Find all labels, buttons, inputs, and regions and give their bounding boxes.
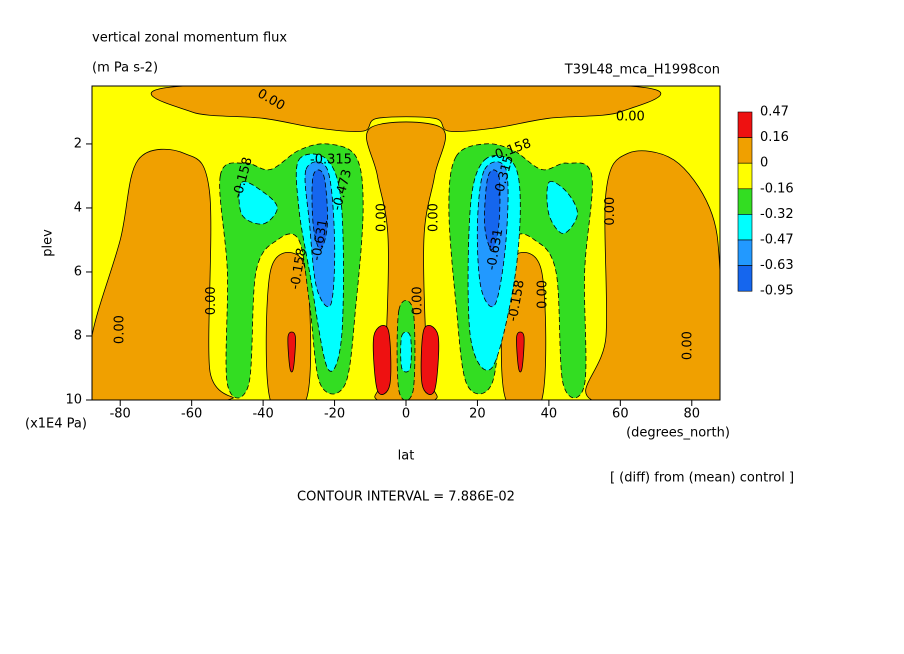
contour-region bbox=[516, 331, 525, 373]
colorbar-box bbox=[737, 188, 753, 215]
contour-region bbox=[585, 150, 720, 400]
contour-label: 0.00 bbox=[681, 331, 696, 360]
x-tick-label: 0 bbox=[402, 407, 410, 422]
y-tick-label: 4 bbox=[74, 200, 82, 215]
contour-region bbox=[400, 331, 412, 373]
contour-region bbox=[238, 181, 278, 225]
contour-region bbox=[311, 169, 328, 250]
contour-label: 0.00 bbox=[535, 280, 550, 309]
axes: -80 -60 -40 -20 0 20 40 60 80 2 4 6 8 10 0.47 0.16 0 -0.1… bbox=[65, 85, 794, 422]
contour-label: 0.00 bbox=[113, 315, 128, 344]
contour-region bbox=[265, 251, 312, 400]
contour-interval: CONTOUR INTERVAL = 7.886E-02 bbox=[297, 490, 515, 505]
chart-title: vertical zonal momentum flux bbox=[92, 31, 287, 46]
x-axis-unit: (degrees_north) bbox=[626, 426, 730, 441]
contour-label: 0.00 bbox=[410, 286, 425, 315]
x-tick-label: -80 bbox=[110, 407, 131, 422]
contour-region bbox=[372, 325, 392, 395]
contour-label: 0.00 bbox=[426, 203, 441, 232]
colorbar-label: -0.63 bbox=[760, 258, 794, 273]
contour-label: 0.00 bbox=[616, 110, 645, 125]
x-tick-label: 60 bbox=[612, 407, 629, 422]
contour-label: 0.00 bbox=[375, 203, 390, 232]
contour-label: -0.631 bbox=[484, 228, 506, 272]
dataset-label: T39L48_mca_H1998con bbox=[564, 63, 720, 78]
contour-region bbox=[92, 148, 234, 400]
contour-region bbox=[484, 169, 501, 250]
contour-label: -0.158 bbox=[506, 279, 528, 323]
contour-region bbox=[287, 331, 296, 373]
colorbar-label: 0.47 bbox=[760, 105, 789, 120]
x-tick-label: 40 bbox=[541, 407, 558, 422]
contour-region bbox=[546, 181, 578, 234]
contour-label: 0.00 bbox=[204, 286, 219, 315]
colorbar-label: -0.47 bbox=[760, 233, 794, 248]
contour-label: -0.158 bbox=[288, 247, 310, 291]
contour-label: -0.631 bbox=[309, 218, 331, 262]
y-axis-unit: (x1E4 Pa) bbox=[25, 417, 87, 432]
contour-label: -0.315 bbox=[310, 152, 352, 167]
colorbar-box bbox=[737, 214, 753, 241]
contour-label: 0.00 bbox=[603, 197, 618, 226]
chart-subtitle: (m Pa s-2) bbox=[92, 61, 158, 76]
y-axis-label: plev bbox=[41, 229, 56, 257]
x-tick-label: -60 bbox=[181, 407, 202, 422]
colorbar-box bbox=[737, 111, 753, 138]
y-tick-label: 6 bbox=[74, 264, 82, 279]
colorbar-box bbox=[737, 137, 753, 164]
colorbar-box bbox=[737, 162, 753, 190]
x-tick-label: 20 bbox=[469, 407, 486, 422]
x-tick-label: 80 bbox=[684, 407, 701, 422]
colorbar-label: -0.16 bbox=[760, 181, 794, 196]
colorbar-label: -0.32 bbox=[760, 207, 794, 222]
colorbar-label: 0 bbox=[760, 156, 768, 171]
colorbar-label: 0.16 bbox=[760, 130, 789, 145]
colorbar-box bbox=[737, 239, 753, 266]
y-tick-label: 8 bbox=[74, 328, 82, 343]
footnote: [ (diff) from (mean) control ] bbox=[610, 471, 794, 486]
x-axis-label: lat bbox=[398, 449, 415, 464]
y-tick-label: 2 bbox=[74, 136, 82, 151]
y-tick-label: 10 bbox=[65, 393, 82, 408]
x-tick-label: -40 bbox=[252, 407, 273, 422]
x-tick-label: -20 bbox=[324, 407, 345, 422]
contour-region bbox=[420, 325, 440, 395]
colorbar-box bbox=[737, 265, 753, 292]
colorbar-label: -0.95 bbox=[760, 284, 794, 299]
